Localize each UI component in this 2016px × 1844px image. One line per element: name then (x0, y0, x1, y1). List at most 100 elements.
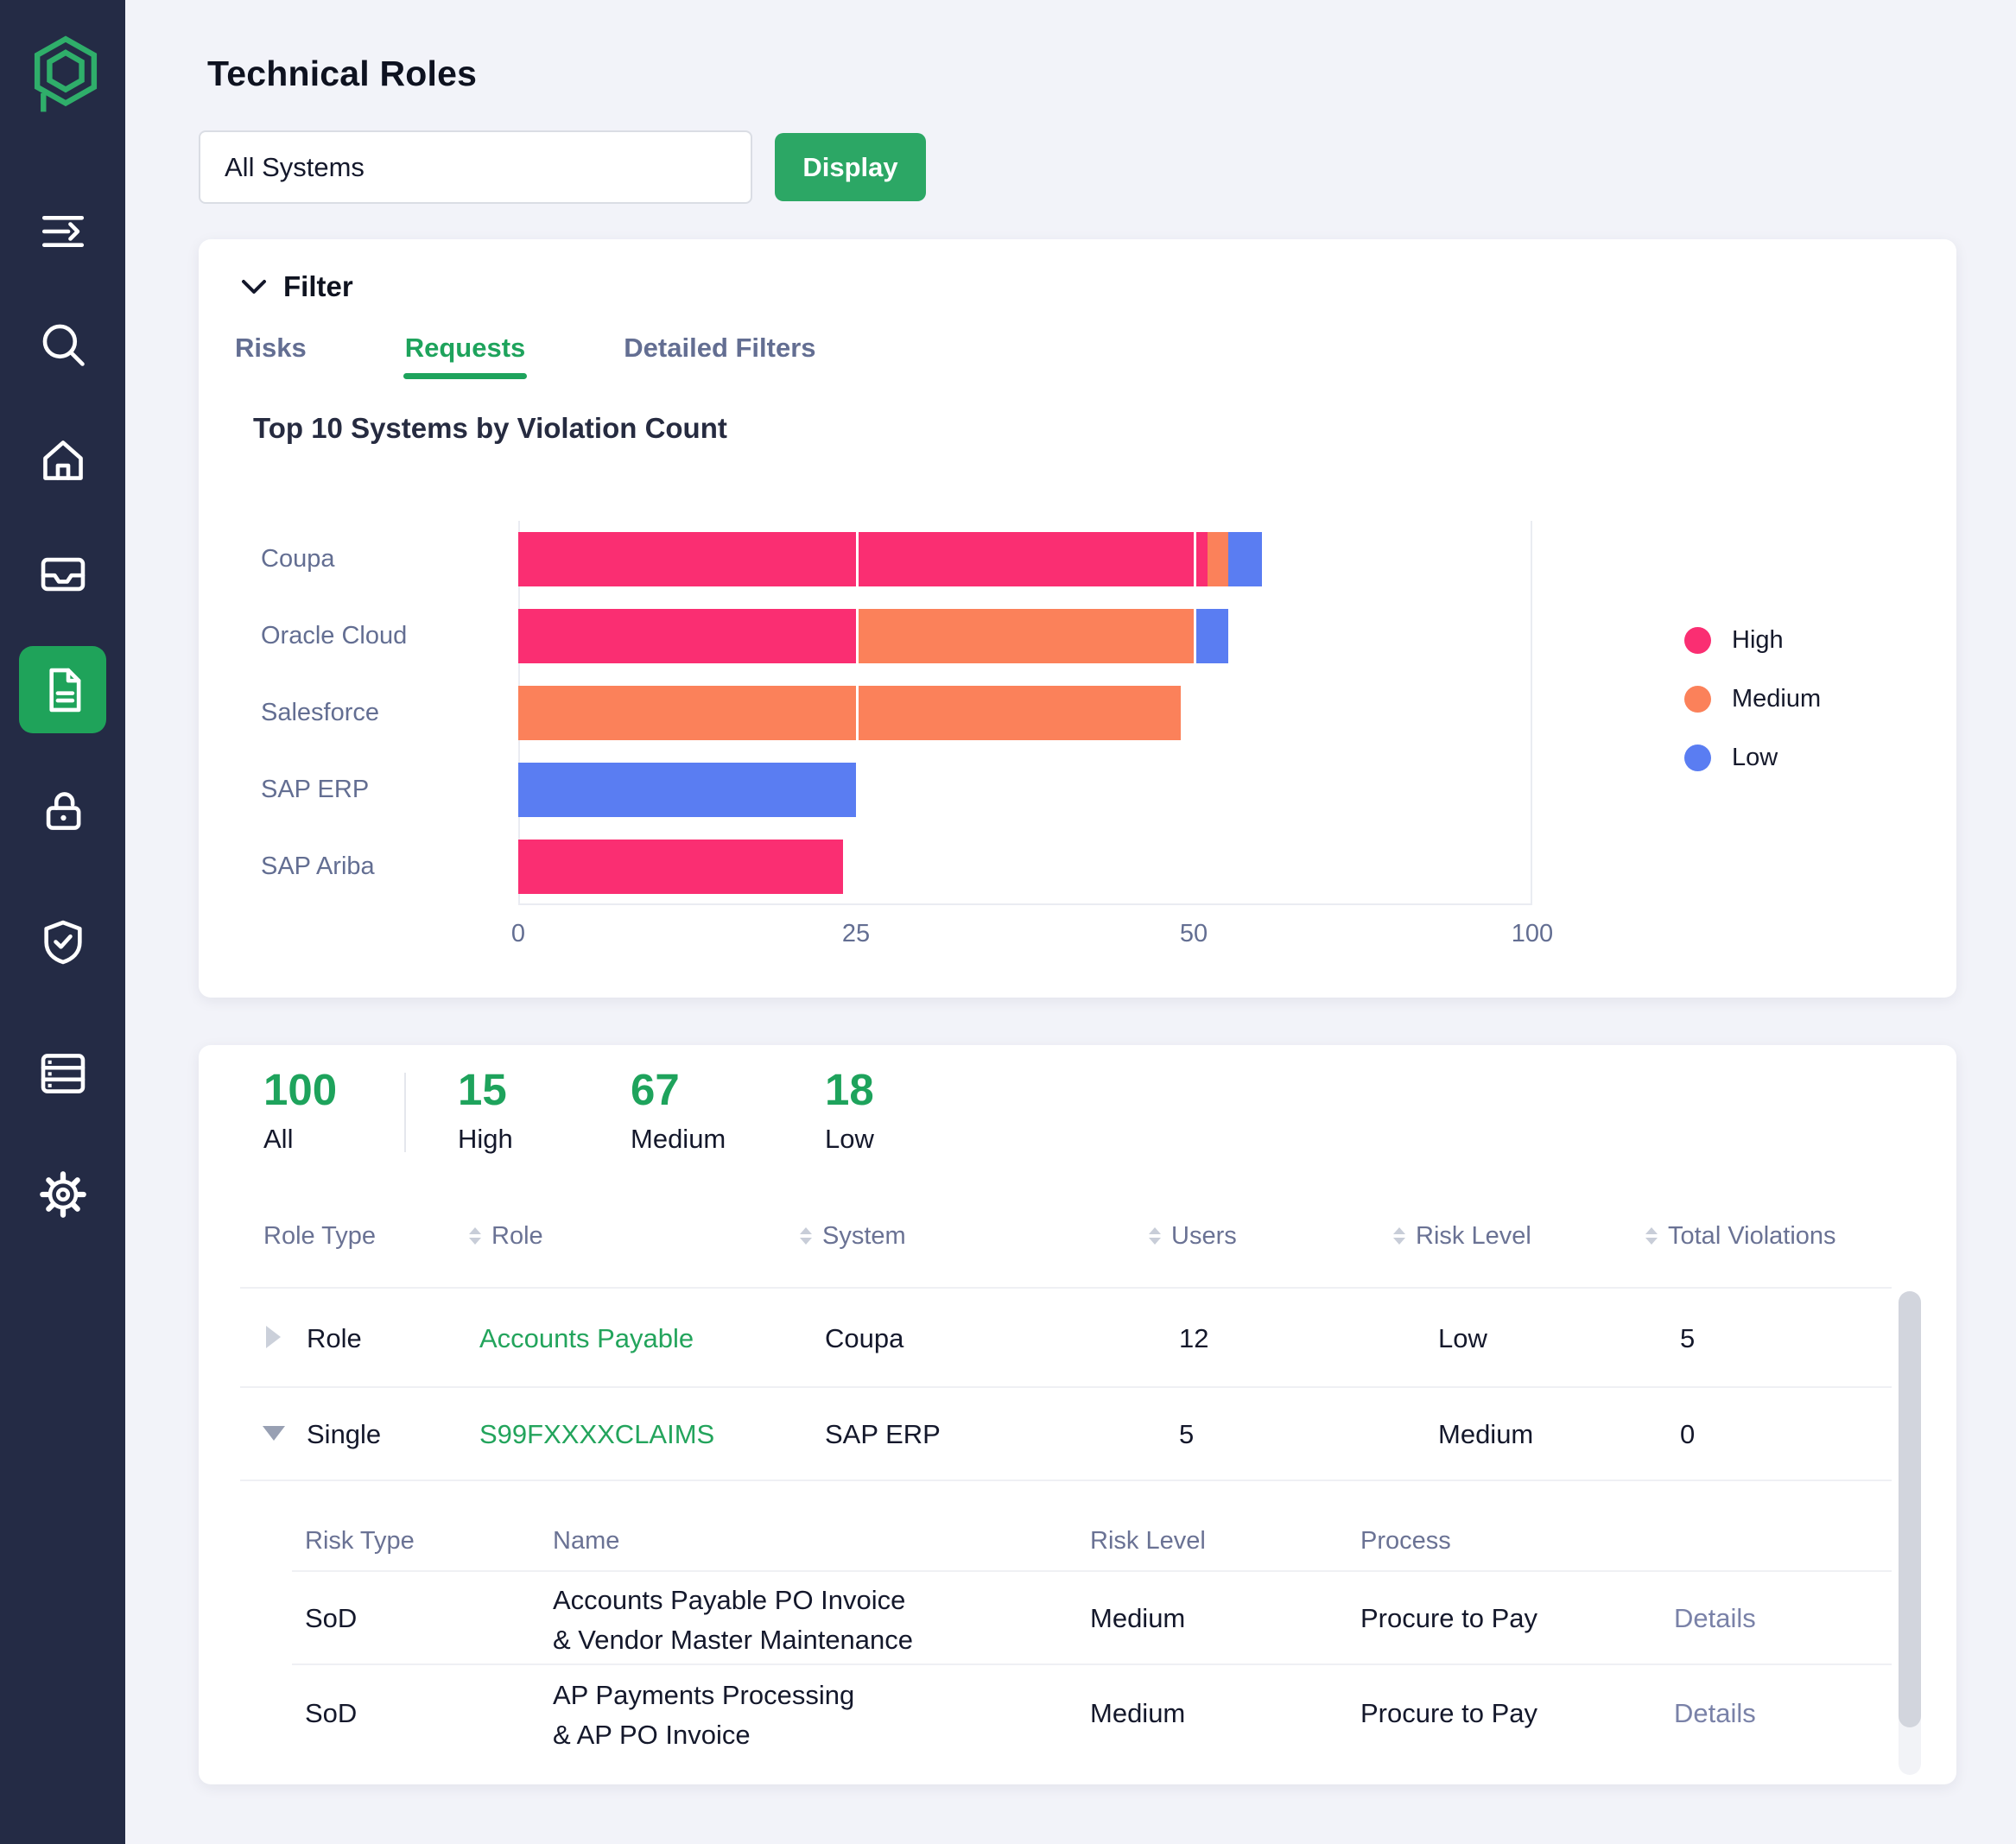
stat-low[interactable]: 18 Low (825, 1064, 874, 1155)
collapse-row-icon[interactable] (263, 1426, 285, 1441)
gridline (1531, 521, 1532, 903)
column-label: Role (491, 1221, 543, 1250)
stat-value: 15 (458, 1065, 507, 1114)
document-icon (48, 668, 80, 712)
x-axis-tick: 0 (510, 920, 526, 947)
stat-high[interactable]: 15 High (458, 1064, 513, 1155)
table-row[interactable]: Single S99FXXXXCLAIMS SAP ERP 5 Medium 0 (199, 1386, 1892, 1480)
stat-value: 100 (263, 1065, 338, 1114)
column-header-role-type[interactable]: Role Type (263, 1214, 376, 1258)
bar-row-coupa (518, 521, 1532, 598)
chart-title: Top 10 Systems by Violation Count (253, 412, 727, 444)
stat-label: High (458, 1124, 513, 1154)
column-label: System (822, 1221, 906, 1250)
risk-level-cell: Medium (1090, 1698, 1186, 1728)
unlock-icon[interactable] (35, 782, 92, 839)
sidebar-item-documents-active[interactable] (19, 646, 106, 733)
sort-icon[interactable] (800, 1227, 812, 1245)
column-header-role[interactable]: Role (469, 1214, 543, 1258)
filter-title: Filter (283, 270, 353, 302)
home-icon[interactable] (35, 432, 92, 489)
search-icon[interactable] (35, 316, 92, 373)
nested-table-row[interactable]: SoD Accounts Payable PO Invoice & Vendor… (199, 1570, 1892, 1663)
sidebar (0, 0, 125, 1844)
bar-segment-high (518, 840, 843, 894)
bar-segment-high (518, 609, 857, 663)
bar-row-sap-erp (518, 751, 1532, 828)
bar-row-oracle-cloud (518, 598, 1532, 675)
page-title: Technical Roles (207, 54, 478, 93)
nested-table-row[interactable]: SoD AP Payments Processing & AP PO Invoi… (199, 1663, 1892, 1762)
nested-column-name: Name (553, 1527, 620, 1555)
filter-toggle[interactable]: Filter (240, 270, 353, 303)
bar-segment-low (518, 763, 857, 817)
risk-name-line: & Vendor Master Maintenance (553, 1625, 914, 1655)
tab-risks[interactable]: Risks (235, 333, 307, 363)
legend-dot-medium (1684, 686, 1711, 713)
risk-name-cell: AP Payments Processing & AP PO Invoice (553, 1676, 854, 1755)
stat-label: All (263, 1124, 294, 1154)
x-axis-tick: 100 (1511, 920, 1554, 947)
chart-category-label: Salesforce (261, 699, 380, 726)
app-logo (31, 35, 100, 122)
divider (240, 1287, 1892, 1289)
bar-segment-high (518, 532, 1208, 586)
inbox-icon[interactable] (35, 546, 92, 603)
settings-gear-icon[interactable] (35, 1166, 92, 1223)
column-header-total-violations[interactable]: Total Violations (1645, 1214, 1836, 1258)
bar-row-salesforce (518, 675, 1532, 751)
role-type-cell: Role (307, 1323, 362, 1353)
filter-tabs: Risks Requests Detailed Filters (235, 333, 816, 379)
stat-value: 67 (631, 1065, 680, 1114)
shield-check-icon[interactable] (35, 914, 92, 971)
bar-segment-medium (1208, 532, 1228, 586)
role-link[interactable]: S99FXXXXCLAIMS (479, 1419, 715, 1449)
risk-name-line: AP Payments Processing (553, 1680, 855, 1710)
column-header-risk-level[interactable]: Risk Level (1393, 1214, 1531, 1258)
legend-item-high[interactable]: High (1684, 626, 1784, 655)
users-cell: 5 (1179, 1419, 1195, 1449)
column-header-system[interactable]: System (800, 1214, 906, 1258)
legend-item-low[interactable]: Low (1684, 744, 1778, 772)
system-select[interactable] (199, 130, 752, 204)
data-list-icon[interactable] (35, 1045, 92, 1102)
divider (240, 1480, 1892, 1481)
system-cell: SAP ERP (825, 1419, 941, 1449)
scrollbar-track[interactable] (1899, 1291, 1921, 1775)
chart-category-label: SAP Ariba (261, 852, 375, 880)
sort-icon[interactable] (469, 1227, 481, 1245)
column-label: Total Violations (1668, 1221, 1836, 1250)
stat-label: Medium (631, 1124, 726, 1154)
sort-icon[interactable] (1393, 1227, 1405, 1245)
details-link[interactable]: Details (1674, 1603, 1756, 1633)
system-cell: Coupa (825, 1323, 904, 1353)
legend-item-medium[interactable]: Medium (1684, 685, 1821, 713)
tab-requests[interactable]: Requests (403, 333, 527, 379)
stat-all[interactable]: 100 All (263, 1064, 337, 1155)
details-link[interactable]: Details (1674, 1698, 1756, 1728)
legend-dot-high (1684, 627, 1711, 654)
tab-detailed-filters[interactable]: Detailed Filters (624, 333, 816, 363)
users-cell: 12 (1179, 1323, 1209, 1353)
bar-segment-low (1227, 532, 1262, 586)
scrollbar-thumb[interactable] (1899, 1291, 1921, 1727)
column-label: Role Type (263, 1221, 377, 1250)
sort-icon[interactable] (1645, 1227, 1658, 1245)
nested-column-process: Process (1360, 1527, 1451, 1555)
role-link[interactable]: Accounts Payable (479, 1323, 694, 1353)
risk-name-cell: Accounts Payable PO Invoice & Vendor Mas… (553, 1581, 913, 1660)
expand-row-icon[interactable] (266, 1326, 281, 1348)
table-row[interactable]: Role Accounts Payable Coupa 12 Low 5 (199, 1287, 1892, 1386)
risk-name-line: Accounts Payable PO Invoice (553, 1585, 906, 1615)
nested-column-risk-level: Risk Level (1090, 1527, 1206, 1555)
bar-segment-medium (856, 609, 1195, 663)
menu-collapse-icon[interactable] (35, 203, 92, 260)
stat-medium[interactable]: 67 Medium (631, 1064, 726, 1155)
x-axis-tick: 50 (1179, 920, 1208, 947)
risk-level-cell: Low (1438, 1323, 1487, 1353)
gridline-overlay (1194, 521, 1196, 903)
bar-row-sap-ariba (518, 828, 1532, 905)
sort-icon[interactable] (1149, 1227, 1161, 1245)
column-header-users[interactable]: Users (1149, 1214, 1237, 1258)
display-button[interactable]: Display (775, 133, 926, 201)
